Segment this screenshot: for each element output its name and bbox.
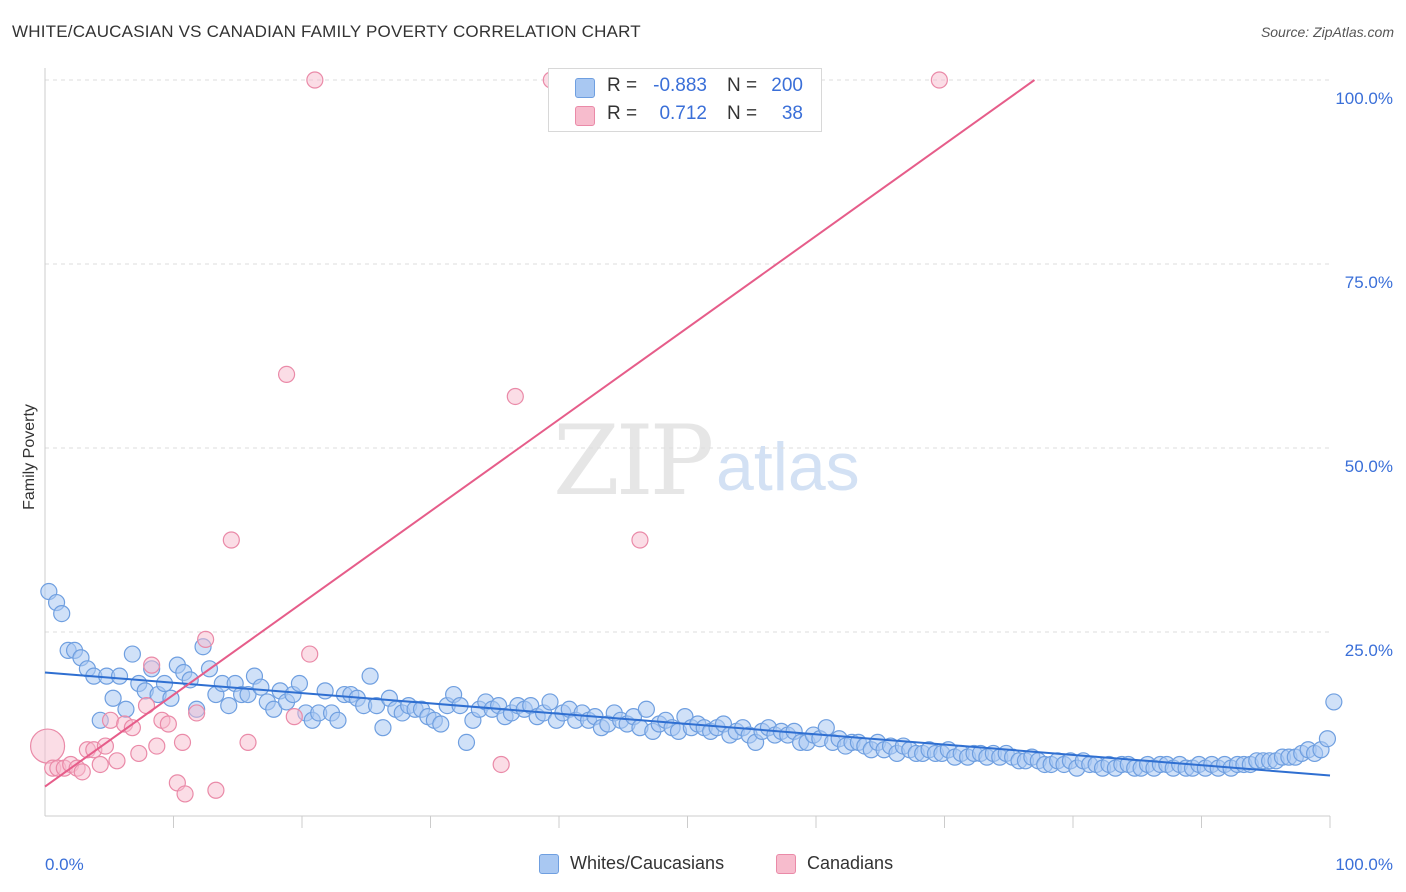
data-point-whites — [361, 667, 379, 685]
legend-r-label: R = — [607, 103, 638, 124]
data-point-whites — [329, 711, 347, 729]
data-point-canadians — [930, 71, 948, 89]
data-point-canadians — [159, 715, 177, 733]
series-whites-points — [40, 582, 1343, 777]
data-point-whites — [374, 719, 392, 737]
data-point-canadians — [631, 531, 649, 549]
data-point-whites — [110, 667, 129, 685]
x-tick-label: 100.0% — [1335, 855, 1393, 874]
series-legend: Whites/Caucasians Canadians — [0, 852, 1406, 878]
legend-r-value: 0.712 — [659, 103, 707, 124]
y-axis-label: Family Poverty — [21, 404, 38, 510]
data-point-canadians — [130, 744, 148, 763]
data-point-whites — [117, 700, 135, 718]
legend-swatch-blue — [575, 78, 595, 98]
data-point-canadians — [29, 728, 66, 764]
data-point-canadians — [222, 531, 240, 549]
legend-r-value: -0.883 — [653, 75, 707, 96]
legend-n-value: 200 — [771, 75, 803, 96]
data-point-canadians — [108, 752, 126, 770]
data-point-whites — [155, 674, 174, 693]
data-point-whites — [432, 715, 450, 733]
data-point-whites — [1325, 693, 1343, 711]
legend-swatch-pink — [575, 106, 595, 126]
axes — [44, 68, 1331, 828]
legend-swatch-blue — [539, 854, 559, 874]
grid-lines — [45, 79, 1330, 633]
data-point-canadians — [96, 737, 114, 755]
tick-labels: 100.0% 75.0% 50.0% 25.0% 0.0% 100.0% — [45, 89, 1393, 874]
data-point-canadians — [176, 785, 194, 803]
series-canadians-points — [29, 71, 948, 803]
x-tick-label: 0.0% — [45, 855, 84, 874]
data-point-whites — [239, 685, 257, 704]
data-point-whites — [541, 693, 559, 711]
legend-swatch-pink — [776, 854, 796, 874]
data-point-canadians — [188, 704, 206, 722]
data-point-canadians — [285, 708, 303, 726]
legend-n-label: N = — [727, 103, 758, 124]
data-point-canadians — [239, 733, 257, 752]
data-point-whites — [457, 733, 476, 752]
data-point-whites — [220, 696, 238, 715]
data-point-whites — [53, 604, 71, 623]
y-tick-label: 100.0% — [1335, 89, 1393, 108]
watermark-zip: ZIP — [553, 405, 714, 517]
data-point-whites — [252, 678, 270, 696]
data-point-canadians — [173, 733, 192, 752]
data-point-canadians — [73, 763, 91, 781]
data-point-whites — [290, 674, 309, 693]
chart-source: Source: ZipAtlas.com — [1260, 24, 1394, 40]
data-point-canadians — [197, 630, 215, 648]
trend-lines — [44, 79, 1331, 788]
chart-title: WHITE/CAUCASIAN VS CANADIAN FAMILY POVER… — [12, 22, 641, 41]
data-point-canadians — [306, 71, 324, 89]
data-point-whites — [123, 645, 141, 663]
data-point-whites — [316, 682, 334, 700]
legend-row-canadians: R = 0.712 N = 38 — [549, 100, 821, 128]
data-point-canadians — [301, 645, 319, 663]
data-point-whites — [367, 696, 386, 715]
watermark-atlas: atlas — [716, 429, 860, 505]
data-point-canadians — [492, 755, 510, 774]
data-point-canadians — [207, 781, 225, 799]
data-point-whites — [817, 719, 835, 737]
stats-legend: R = -0.883 N = 200 R = 0.712 N = 38 — [548, 68, 822, 132]
legend-label-canadians: Canadians — [807, 853, 894, 873]
trend-line-whites — [44, 671, 1331, 777]
data-point-canadians — [91, 755, 109, 774]
data-point-canadians — [506, 387, 524, 406]
legend-row-whites: R = -0.883 N = 200 — [549, 72, 821, 100]
legend-n-label: N = — [727, 75, 758, 96]
data-point-whites — [104, 689, 122, 707]
data-point-whites — [1318, 730, 1337, 748]
legend-label-whites: Whites/Caucasians — [570, 853, 725, 873]
data-point-whites — [637, 700, 655, 718]
data-point-canadians — [101, 711, 120, 729]
trend-line-canadians — [44, 79, 1036, 788]
data-point-canadians — [143, 656, 161, 674]
y-tick-label: 25.0% — [1345, 641, 1393, 660]
data-point-canadians — [277, 365, 296, 383]
y-tick-label: 75.0% — [1345, 273, 1393, 292]
data-point-canadians — [148, 737, 166, 755]
y-tick-label: 50.0% — [1345, 457, 1393, 476]
data-point-whites — [265, 700, 283, 718]
legend-r-label: R = — [607, 75, 638, 96]
data-point-canadians — [123, 719, 141, 737]
legend-n-value: 38 — [781, 103, 803, 124]
